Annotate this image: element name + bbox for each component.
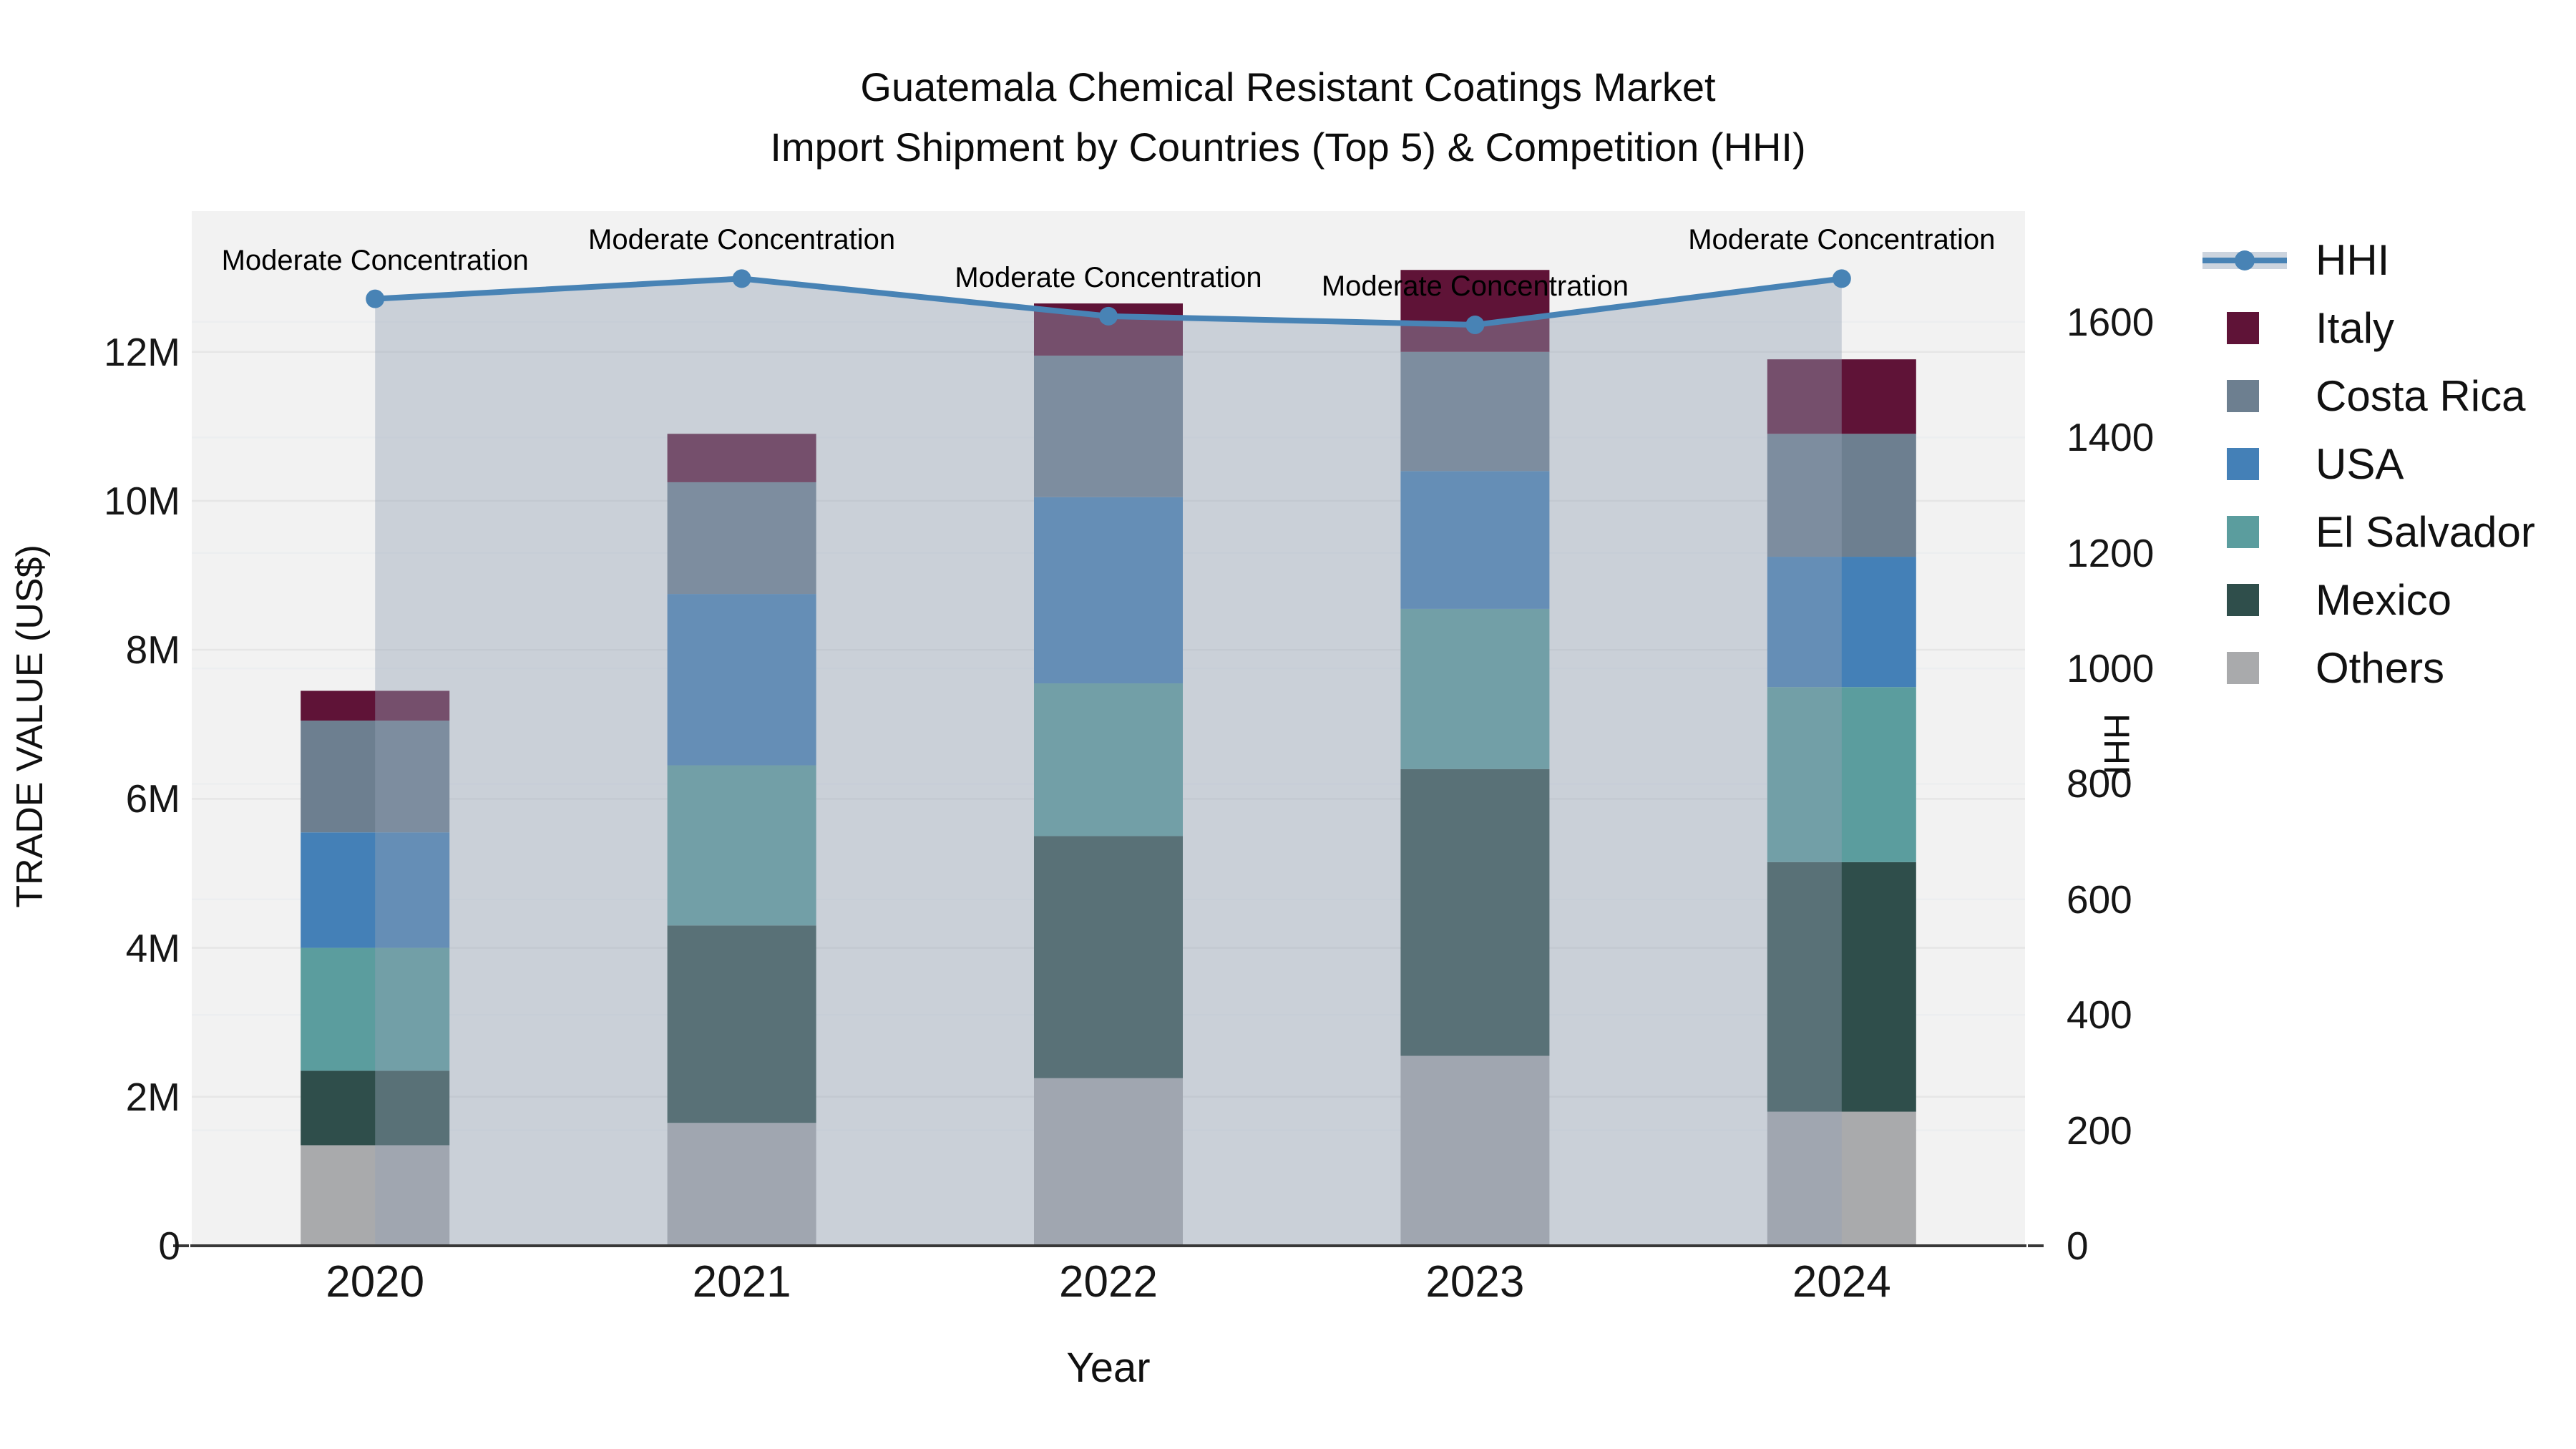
y-tick-right-800: 800 [2067, 761, 2132, 806]
bar-segment-2023-italy [1400, 270, 1550, 352]
annotation-2021: Moderate Concentration [588, 224, 896, 256]
legend-swatch-italy [2202, 294, 2287, 362]
bar-segment-2021-el-salvador [667, 765, 816, 926]
legend-item-italy[interactable]: Italy [2202, 294, 2575, 362]
x-axis-title: Year [1066, 1345, 1151, 1391]
hhi-marker-2020 [366, 289, 385, 308]
bar-segment-2021-usa [667, 594, 816, 766]
bar-segment-2022-usa [1034, 497, 1183, 684]
legend: HHI Italy Costa Rica USA El Salvador Mexico Ot… [2202, 226, 2575, 702]
x-tick-2023: 2023 [1425, 1257, 1525, 1307]
bar-segment-2024-costa-rica [1767, 434, 1916, 557]
y-tick-right-400: 400 [2067, 992, 2132, 1038]
y-tick-left-2M: 2M [125, 1074, 180, 1119]
y-tick-left-0: 0 [158, 1224, 180, 1268]
y-axis-title-left: TRADE VALUE (US$) [9, 545, 51, 908]
y-tick-left-10M: 10M [104, 478, 180, 523]
x-tick-2020: 2020 [326, 1257, 425, 1307]
bar-segment-2023-usa [1400, 471, 1550, 609]
chart-title: Guatemala Chemical Resistant Coatings Ma… [0, 57, 2576, 177]
legend-item-mexico[interactable]: Mexico [2202, 566, 2575, 634]
legend-label: Italy [2316, 304, 2395, 352]
legend-swatch-mexico [2202, 566, 2287, 634]
legend-item-el-salvador[interactable]: El Salvador [2202, 498, 2575, 566]
bar-segment-2021-costa-rica [667, 482, 816, 595]
legend-label: Others [2316, 644, 2445, 692]
y-tick-right-1400: 1400 [2067, 415, 2155, 460]
bar-segment-2023-costa-rica [1400, 351, 1550, 472]
bar-segment-2021-mexico [667, 925, 816, 1123]
bar-segment-2020-el-salvador [301, 947, 450, 1071]
legend-item-others[interactable]: Others [2202, 634, 2575, 702]
legend-swatch-others [2202, 634, 2287, 702]
y-tick-right-1000: 1000 [2067, 646, 2155, 691]
legend-label: HHI [2316, 236, 2390, 284]
bar-segment-2024-mexico [1767, 862, 1916, 1112]
bar-segment-2023-mexico [1400, 769, 1550, 1056]
bar-segment-2024-el-salvador [1767, 687, 1916, 862]
bar-segment-2022-others [1034, 1078, 1183, 1246]
bar-segment-2024-italy [1767, 359, 1916, 434]
y-tick-right-1600: 1600 [2067, 299, 2155, 344]
legend-swatch-el-salvador [2202, 498, 2287, 566]
bar-segment-2020-others [301, 1145, 450, 1246]
y-tick-right-1200: 1200 [2067, 530, 2155, 575]
bar-segment-2021-others [667, 1123, 816, 1246]
bar-segment-2020-costa-rica [301, 721, 450, 833]
bar-segment-2024-others [1767, 1111, 1916, 1246]
legend-item-costa-rica[interactable]: Costa Rica [2202, 362, 2575, 430]
legend-label: USA [2316, 440, 2404, 488]
chart-title-line1: Guatemala Chemical Resistant Coatings Ma… [860, 64, 1716, 109]
bar-segment-2020-mexico [301, 1070, 450, 1146]
y-tick-left-8M: 8M [125, 628, 180, 673]
y-tick-left-6M: 6M [125, 776, 180, 821]
legend-label: Mexico [2316, 576, 2452, 624]
y-tick-right-0: 0 [2067, 1224, 2089, 1268]
hhi-marker-2023 [1465, 315, 1485, 334]
x-tick-2021: 2021 [692, 1257, 791, 1307]
legend-label: El Salvador [2316, 508, 2535, 556]
x-tick-2024: 2024 [1792, 1257, 1891, 1307]
hhi-marker-2021 [732, 269, 751, 288]
annotation-2024: Moderate Concentration [1688, 224, 1996, 256]
bar-segment-2023-el-salvador [1400, 608, 1550, 769]
bar-segment-2023-others [1400, 1055, 1550, 1246]
annotation-2022: Moderate Concentration [955, 261, 1262, 293]
annotation-2020: Moderate Concentration [221, 244, 529, 276]
legend-swatch-usa [2202, 430, 2287, 498]
legend-item-hhi[interactable]: HHI [2202, 226, 2575, 294]
y-tick-left-4M: 4M [125, 925, 180, 970]
hhi-line-swatch [2202, 226, 2287, 294]
bar-segment-2020-italy [301, 691, 450, 721]
chart-title-line2: Import Shipment by Countries (Top 5) & C… [770, 125, 1806, 170]
legend-item-usa[interactable]: USA [2202, 430, 2575, 498]
hhi-area-fill [375, 278, 1842, 1246]
bar-segment-2022-mexico [1034, 836, 1183, 1078]
x-tick-2022: 2022 [1059, 1257, 1158, 1307]
bar-segment-2022-costa-rica [1034, 355, 1183, 497]
hhi-marker-2022 [1099, 306, 1118, 326]
bar-segment-2020-usa [301, 832, 450, 948]
bar-segment-2021-italy [667, 434, 816, 482]
annotation-2023: Moderate Concentration [1321, 270, 1629, 302]
legend-swatch-costa-rica [2202, 362, 2287, 430]
bar-segment-2024-usa [1767, 557, 1916, 688]
y-tick-right-600: 600 [2067, 877, 2132, 922]
legend-label: Costa Rica [2316, 372, 2526, 420]
y-tick-right-200: 200 [2067, 1108, 2132, 1153]
y-tick-left-12M: 12M [104, 329, 180, 374]
hhi-marker-2024 [1832, 269, 1851, 288]
bar-segment-2022-el-salvador [1034, 683, 1183, 836]
